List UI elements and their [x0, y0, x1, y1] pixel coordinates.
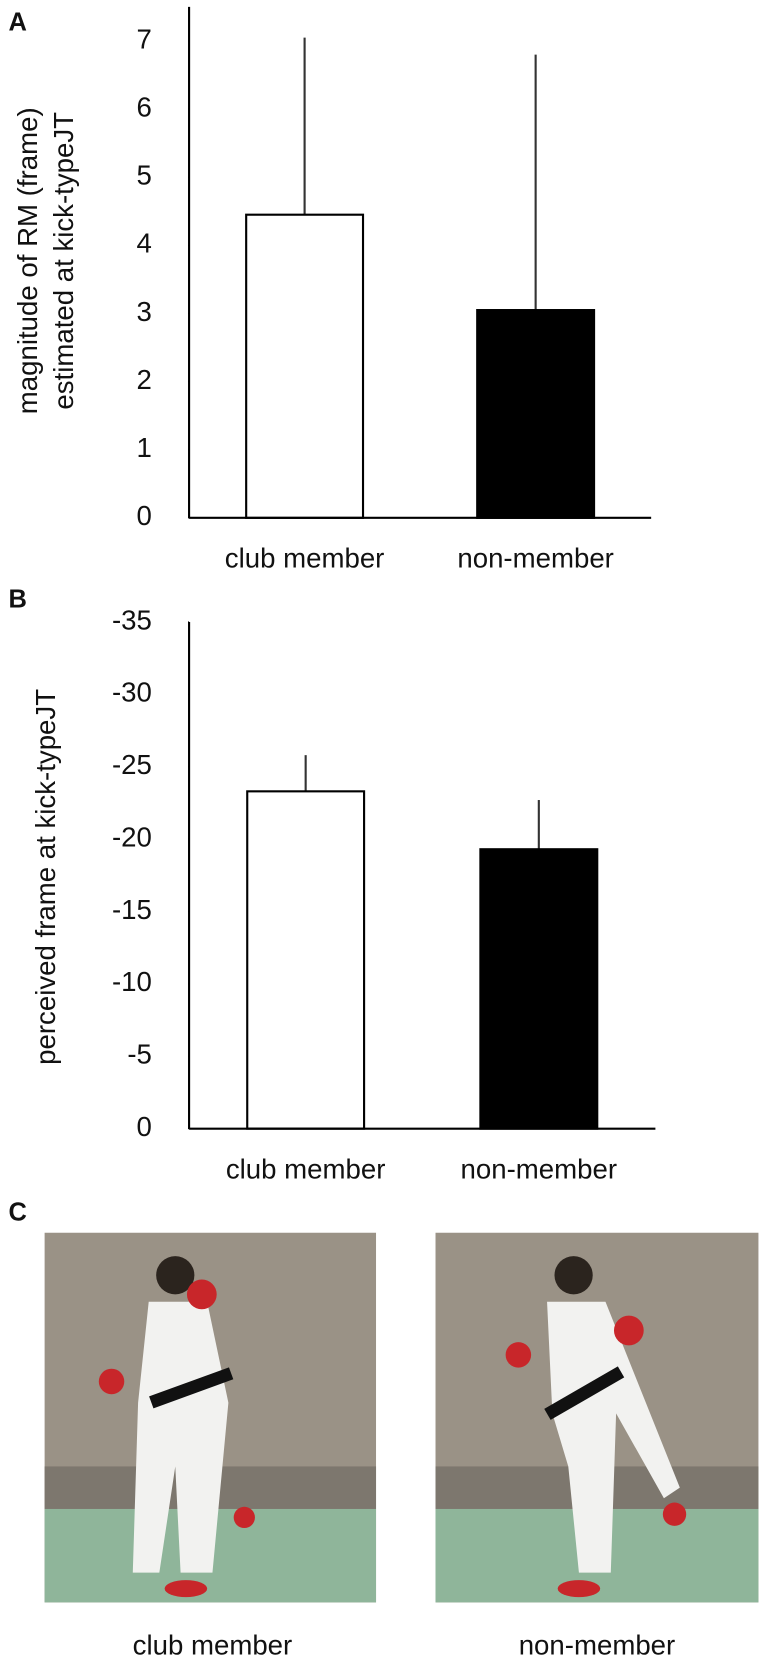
y-tick-label: 6 [137, 91, 152, 122]
bar [479, 848, 599, 1130]
bar [476, 309, 596, 519]
x-tick-label: club member [225, 543, 385, 574]
y-tick-label: 5 [137, 160, 152, 191]
y-tick-label: 4 [137, 228, 152, 259]
y-tick-label: 0 [137, 1111, 152, 1142]
y-tick-label: -35 [112, 604, 152, 635]
y-tick-label: 1 [137, 432, 152, 463]
y-tick-label: 0 [137, 500, 152, 531]
x-tick-label: club member [226, 1153, 386, 1184]
y-axis-label: perceived frame at kick-typeJT [30, 689, 61, 1065]
bar [246, 790, 366, 1130]
bar [245, 213, 365, 519]
y-tick-label: -10 [112, 966, 152, 997]
panel-label: A [8, 9, 26, 37]
y-tick-label: 2 [137, 364, 152, 395]
photo-left [44, 1232, 377, 1603]
panel-label: C [8, 1198, 26, 1226]
panel-label: B [8, 585, 26, 613]
y-tick-label: -20 [112, 821, 152, 852]
x-tick-label: non-member [457, 543, 614, 574]
y-tick-label: 3 [137, 296, 152, 327]
y-tick-label: -15 [112, 894, 152, 925]
x-tick-label: non-member [461, 1153, 618, 1184]
photo-caption: club member [133, 1629, 293, 1660]
photo-right [435, 1232, 759, 1603]
y-tick-label: -30 [112, 677, 152, 708]
y-axis-label: estimated at kick-typeJT [48, 112, 79, 410]
y-axis-label: magnitude of RM (frame) [12, 107, 43, 414]
y-tick-label: -5 [127, 1039, 152, 1070]
y-tick-label: 7 [137, 23, 152, 54]
photo-caption: non-member [519, 1629, 676, 1660]
y-tick-label: -25 [112, 749, 152, 780]
